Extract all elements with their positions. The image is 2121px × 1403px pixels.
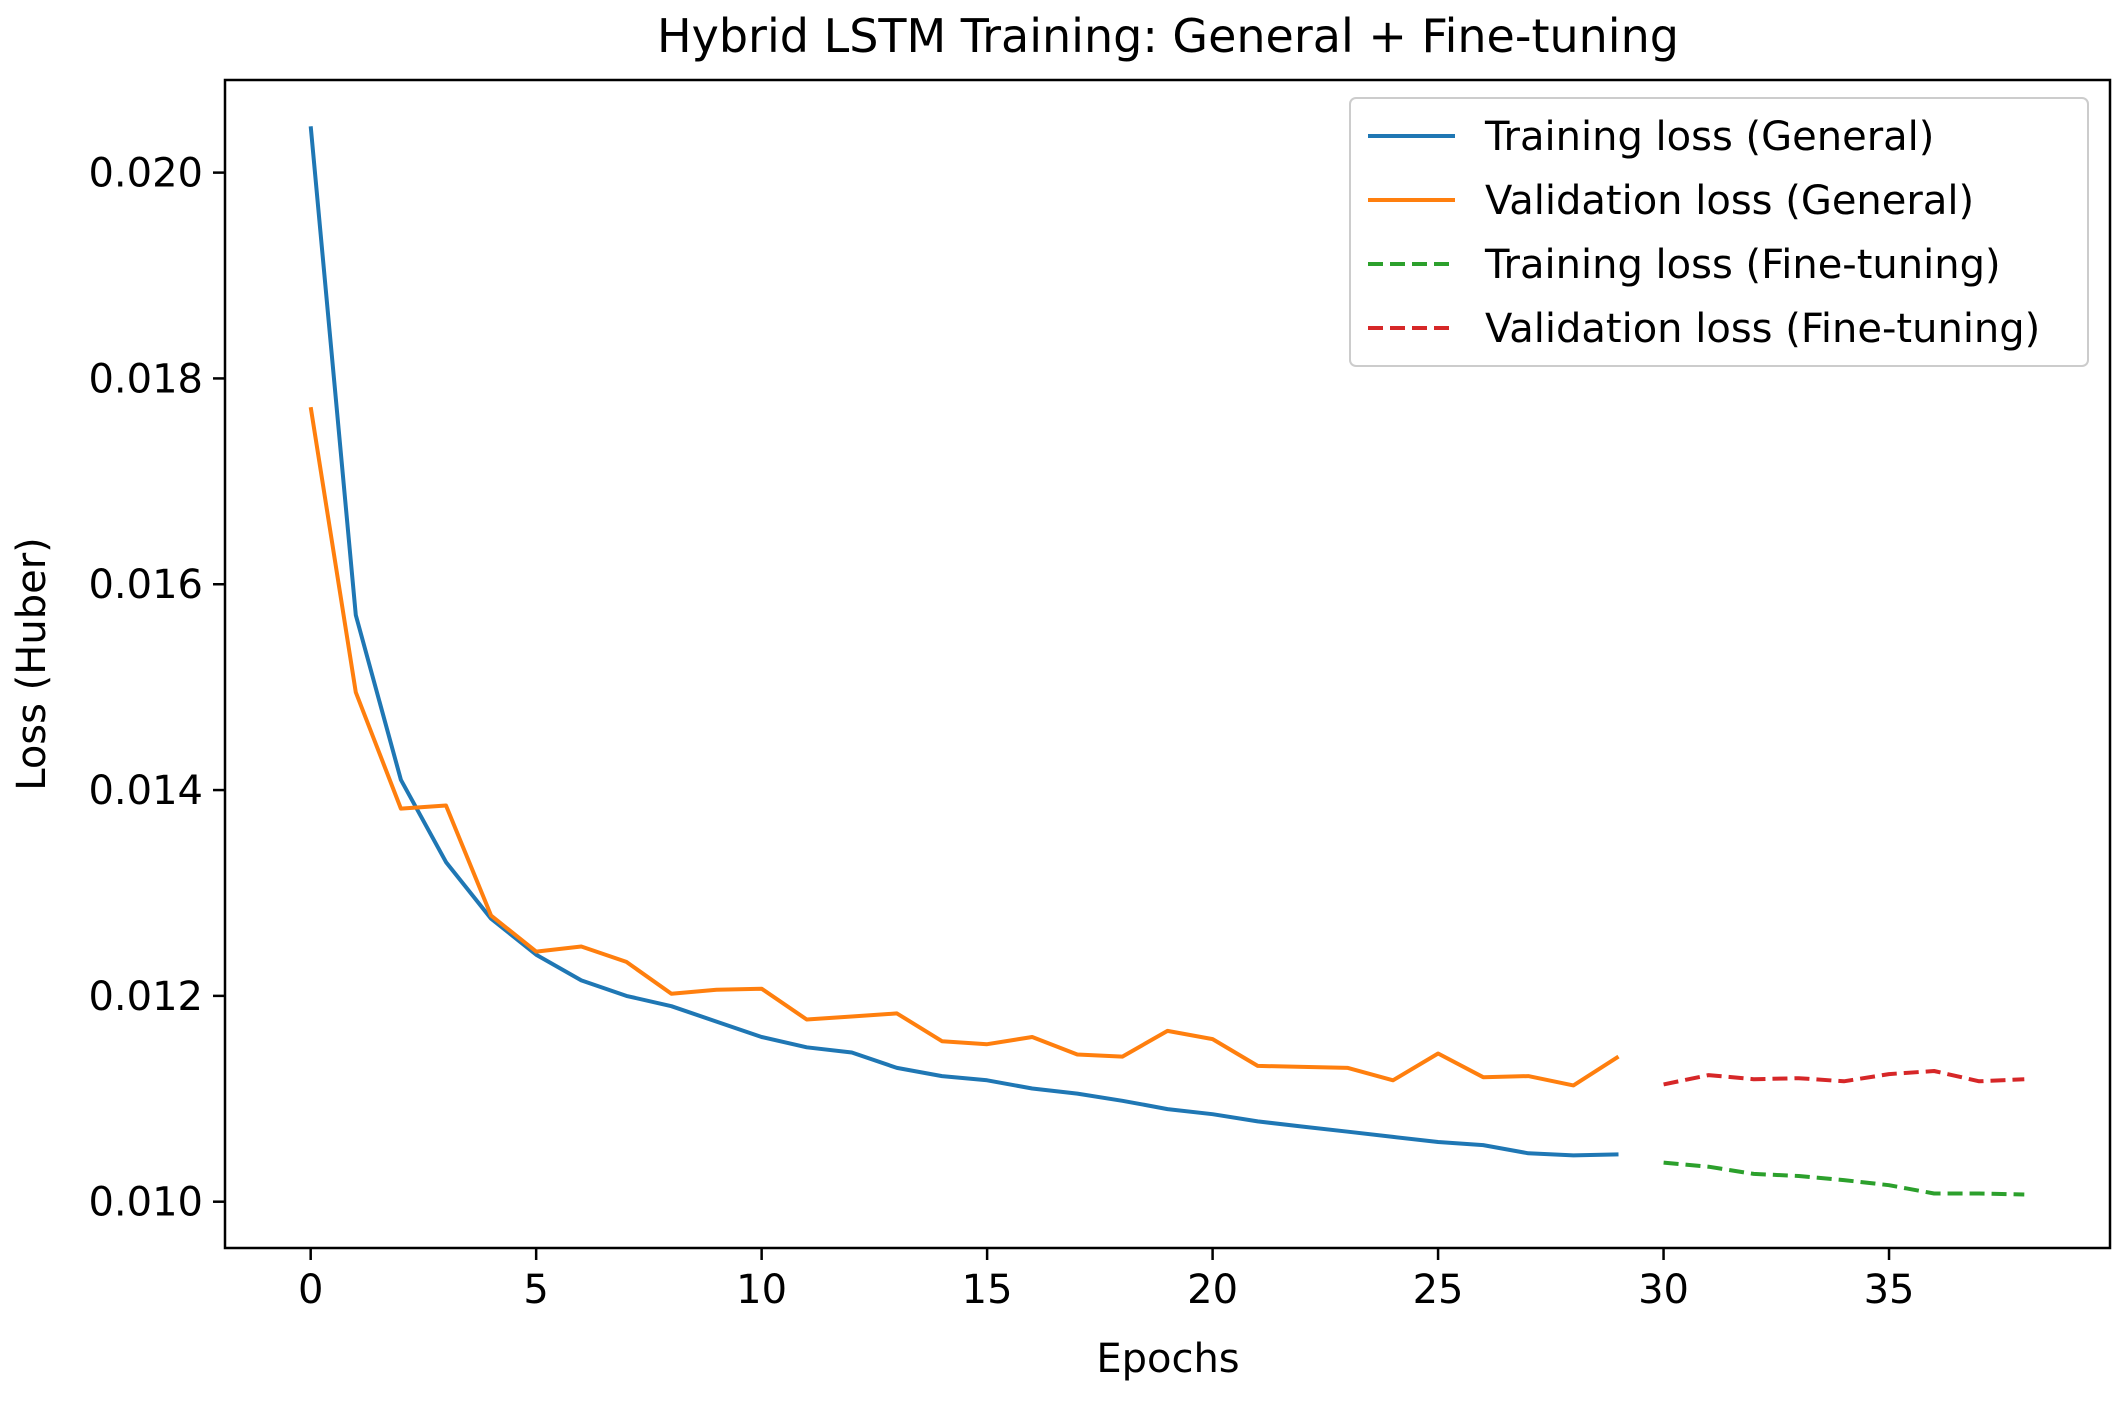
x-tick-label: 35 <box>1864 1267 1915 1313</box>
x-tick-label: 20 <box>1187 1267 1238 1313</box>
y-tick-label: 0.012 <box>88 974 203 1020</box>
x-tick-label: 30 <box>1638 1267 1689 1313</box>
x-tick-label: 0 <box>298 1267 323 1313</box>
legend-label: Validation loss (General) <box>1485 178 1974 224</box>
x-tick-label: 15 <box>962 1267 1013 1313</box>
y-tick-label: 0.010 <box>88 1180 203 1226</box>
plot-area <box>223 78 2112 1250</box>
legend-box <box>1349 97 2089 367</box>
x-tick-label: 5 <box>523 1267 548 1313</box>
series-line-1 <box>308 126 1619 1158</box>
y-tick-label: 0.018 <box>88 356 203 402</box>
legend-label: Training loss (Fine-tuning) <box>1484 242 2001 288</box>
y-tick-label: 0.014 <box>88 768 203 814</box>
x-axis: 0 5 10 15 20 25 30 35 <box>298 1248 1915 1313</box>
legend-label: Training loss (General) <box>1484 114 1934 160</box>
chart-title: Hybrid LSTM Training: General + Fine-tun… <box>657 9 1679 63</box>
series-layer <box>308 126 2025 1197</box>
x-axis-label: Epochs <box>1096 1336 1239 1382</box>
series-line-4 <box>1663 1069 2025 1087</box>
y-axis-label: Loss (Huber) <box>9 537 55 791</box>
x-tick-label: 25 <box>1413 1267 1464 1313</box>
series-line-3 <box>1663 1160 2025 1197</box>
x-tick-label: 10 <box>736 1267 787 1313</box>
legend-label: Validation loss (Fine-tuning) <box>1485 306 2040 352</box>
series-line-2 <box>308 406 1620 1088</box>
y-axis: 0.010 0.012 0.014 0.016 0.018 0.020 <box>88 151 225 1226</box>
plot-frame <box>223 78 2112 1250</box>
y-tick-label: 0.020 <box>88 151 203 197</box>
y-tick-label: 0.016 <box>88 562 203 608</box>
legend: Training loss (General) Validation loss (… <box>1349 97 2089 367</box>
